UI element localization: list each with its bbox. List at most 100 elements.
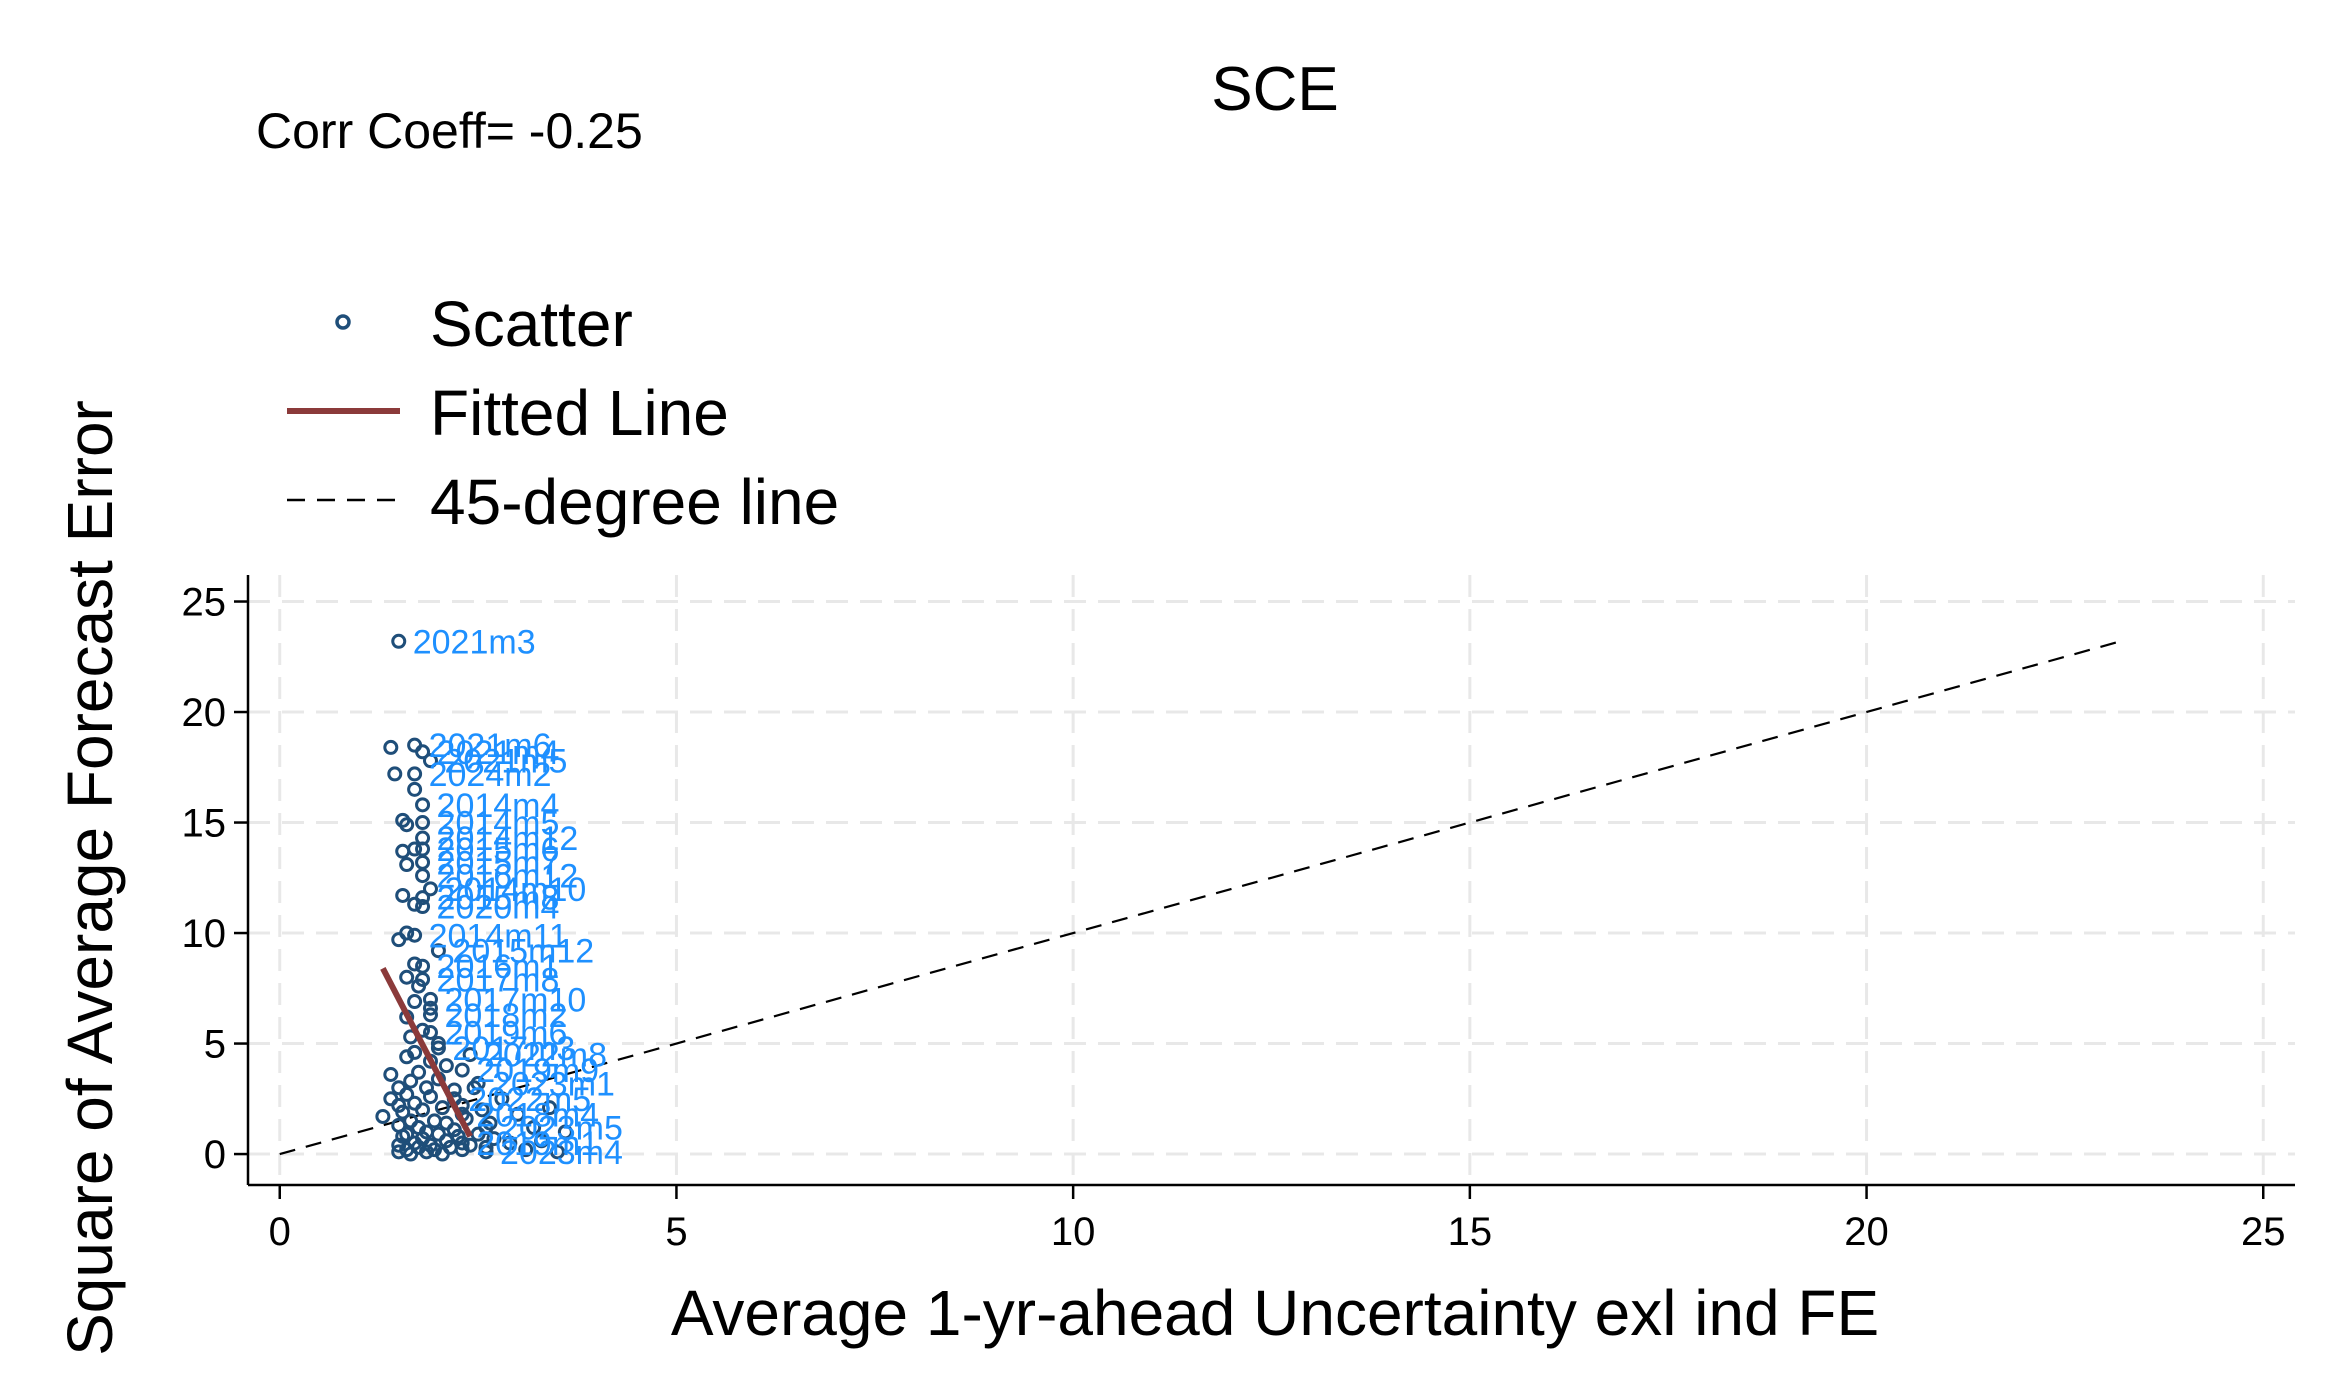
point-label: 2019m6	[444, 1015, 567, 1053]
point-label: 2014m4	[437, 787, 560, 825]
scatter-point	[422, 1025, 438, 1040]
scatter-point	[541, 1100, 557, 1116]
scatter-point	[415, 899, 431, 915]
scatter-point	[494, 1091, 510, 1107]
scatter-point	[407, 781, 423, 797]
point-label: 2024m2	[429, 756, 552, 794]
scatter-point	[403, 1073, 419, 1089]
scatter-point	[407, 927, 423, 943]
x-tick-label: 15	[1448, 1210, 1493, 1254]
scatter-point	[395, 843, 411, 859]
x-tick-label: 5	[665, 1210, 687, 1254]
point-label: 2014m12	[437, 820, 579, 858]
x-tick-label: 0	[269, 1210, 291, 1254]
point-label: 2015m6	[437, 831, 560, 869]
scatter-point	[502, 1135, 518, 1151]
point-label: 2021m4	[437, 734, 560, 772]
scatter-point	[422, 1000, 438, 1016]
scatter-point	[462, 1137, 478, 1153]
scatter-point	[399, 969, 415, 985]
scatter-point	[415, 971, 431, 987]
x-tick-label: 25	[2241, 1210, 2286, 1254]
y-axis-label: Square of Average Forecast Error	[54, 400, 126, 1356]
point-label: 2017m8	[437, 961, 560, 999]
scatter-point	[415, 815, 431, 831]
scatter-point	[391, 1080, 407, 1096]
point-label: 2021m6	[429, 727, 552, 765]
point-label: 2023m4	[500, 1134, 623, 1172]
scatter-point	[422, 881, 438, 897]
point-label: 2014m5	[437, 805, 560, 843]
point-label: 2018m2	[444, 997, 567, 1035]
scatter-point	[407, 956, 423, 972]
y-tick-label: 10	[182, 912, 227, 956]
point-label: 2020m4	[437, 889, 560, 927]
fitted-line	[380, 967, 473, 1138]
fitted-line-layer	[380, 967, 473, 1138]
scatter-point	[415, 890, 431, 906]
scatter-point	[399, 1086, 415, 1102]
scatter-point	[518, 1142, 534, 1158]
scatter-point	[399, 857, 415, 873]
y-tick-label: 5	[204, 1023, 226, 1067]
scatter-point	[526, 1120, 542, 1136]
point-label: 2014m10	[444, 871, 586, 909]
scatter-point	[391, 633, 407, 649]
point-label: 2015m8	[437, 880, 560, 918]
point-labels: 2021m32021m62021m42021m52024m22014m42014…	[413, 623, 623, 1172]
scatter-point	[430, 943, 446, 959]
scatter-point	[387, 766, 403, 782]
point-label: 2019m1	[476, 1125, 599, 1163]
y-tick-label: 0	[204, 1133, 226, 1177]
legend: Scatter Fitted Line 45-degree line	[287, 288, 839, 538]
scatter-point	[422, 753, 438, 769]
scatter-point	[383, 739, 399, 755]
forty-five-degree-line	[279, 640, 2121, 1156]
legend-label-fitted-line: Fitted Line	[430, 377, 729, 449]
scatter-point	[462, 1047, 478, 1063]
scatter-point	[415, 958, 431, 974]
point-label: 2021m5	[444, 743, 567, 781]
point-label: 2015m12	[452, 933, 594, 971]
y-tick-label: 20	[182, 691, 227, 735]
scatter-point	[430, 1040, 446, 1056]
scatter-point	[422, 991, 438, 1007]
point-label: 2015m7	[437, 844, 560, 882]
scatter-point	[474, 1102, 490, 1118]
point-label: 2016m1	[437, 948, 560, 986]
scatter-point	[391, 932, 407, 948]
scatter-point	[438, 1058, 454, 1074]
x-tick-label: 10	[1051, 1210, 1096, 1254]
scatter-point	[434, 1100, 450, 1116]
scatter-point	[454, 1135, 470, 1151]
scatter-point	[415, 868, 431, 884]
chart-title: SCE	[1211, 55, 1338, 124]
scatter-point	[407, 841, 423, 857]
scatter-point	[407, 994, 423, 1010]
scatter-point	[415, 797, 431, 813]
scatter-point	[407, 1044, 423, 1060]
scatter-point	[399, 817, 415, 833]
scatter-point	[399, 925, 415, 941]
scatter-point	[438, 1115, 454, 1131]
scatter-point	[422, 1089, 438, 1105]
scatter-point	[486, 1131, 502, 1147]
scatter-point	[415, 744, 431, 760]
scatter-point	[395, 887, 411, 903]
gridlines	[248, 575, 2295, 1185]
scatter-point	[470, 1075, 486, 1091]
point-label: 2017m3	[452, 1030, 575, 1068]
scatter-point	[411, 1064, 427, 1080]
point-label: 2022m5	[468, 1081, 591, 1119]
scatter-point	[510, 1106, 526, 1122]
point-label: 2016m12	[437, 858, 579, 896]
scatter-point	[407, 1095, 423, 1111]
scatter-point	[407, 737, 423, 753]
scatter-point	[454, 1062, 470, 1078]
y-tick-label: 15	[182, 802, 227, 846]
point-label: 2018m4	[476, 1096, 599, 1134]
scatter-point	[422, 1007, 438, 1023]
x-tick-label: 20	[1844, 1210, 1889, 1254]
point-label: 2014m11	[429, 917, 568, 955]
